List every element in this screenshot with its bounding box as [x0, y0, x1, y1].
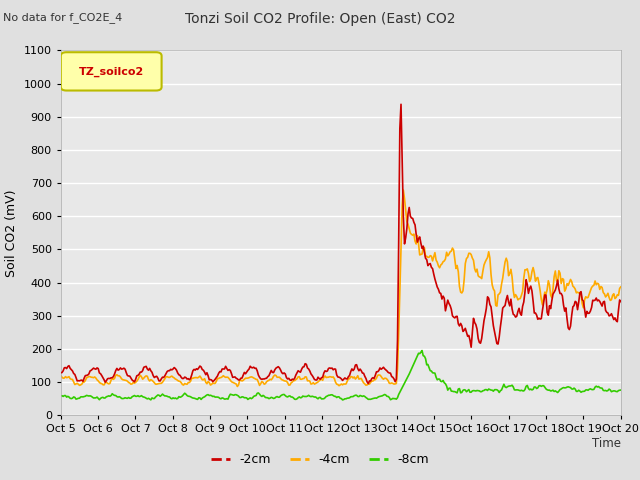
Y-axis label: Soil CO2 (mV): Soil CO2 (mV)	[5, 189, 18, 276]
Text: No data for f_CO2E_4: No data for f_CO2E_4	[3, 12, 122, 23]
Text: Tonzi Soil CO2 Profile: Open (East) CO2: Tonzi Soil CO2 Profile: Open (East) CO2	[185, 12, 455, 26]
Text: TZ_soilco2: TZ_soilco2	[79, 66, 144, 76]
FancyBboxPatch shape	[61, 52, 161, 91]
Legend: -2cm, -4cm, -8cm: -2cm, -4cm, -8cm	[206, 448, 434, 471]
Text: Time: Time	[592, 437, 621, 450]
